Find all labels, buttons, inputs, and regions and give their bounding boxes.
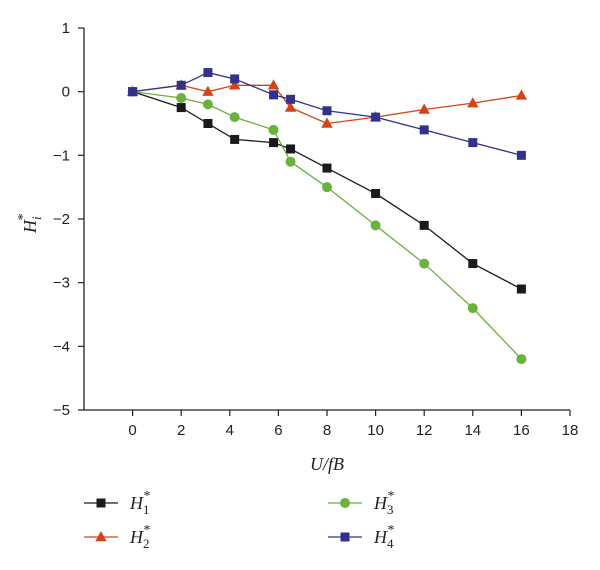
data-point	[418, 103, 430, 114]
data-point	[285, 156, 296, 167]
data-point	[230, 74, 240, 84]
legend-label-sub: 2	[143, 536, 150, 551]
y-tick-label: −2	[53, 211, 70, 228]
legend: H1*H2*H3*H4*	[84, 489, 395, 551]
data-point	[228, 79, 241, 90]
data-point	[229, 112, 240, 123]
data-point	[468, 259, 478, 269]
data-point	[269, 90, 279, 100]
data-point	[419, 258, 430, 269]
y-tick-label: −1	[53, 147, 70, 164]
y-tick-label: −4	[53, 338, 70, 355]
x-axis-title: U/fB	[310, 454, 344, 474]
data-point	[284, 101, 297, 112]
legend-label-sub: 1	[143, 502, 150, 517]
data-point	[515, 89, 528, 100]
legend-label-base: H	[373, 493, 388, 513]
y-tick-label: −3	[53, 275, 70, 292]
data-point	[516, 284, 526, 294]
data-point	[322, 106, 332, 116]
series-layer	[126, 68, 528, 365]
data-point	[269, 138, 279, 148]
data-point	[203, 68, 213, 78]
data-point	[286, 144, 296, 154]
legend-label-base: H	[129, 527, 144, 547]
y-axis-title-base: H	[20, 219, 40, 234]
data-point	[467, 303, 478, 314]
data-point	[322, 163, 332, 173]
y-axis-title: Hi*	[16, 213, 44, 234]
axes	[83, 28, 570, 411]
data-point	[202, 85, 214, 96]
data-point	[230, 134, 240, 144]
legend-label: H1*	[129, 489, 151, 517]
legend-item-4: H4*	[328, 523, 395, 551]
data-point	[516, 150, 526, 160]
data-point	[370, 220, 381, 231]
x-tick-label: 6	[274, 422, 282, 439]
data-point	[467, 97, 479, 108]
legend-marker	[340, 498, 350, 508]
x-tick-label: 8	[323, 422, 331, 439]
legend-label-sup: *	[388, 523, 395, 538]
data-point	[371, 189, 381, 199]
data-point	[468, 138, 478, 148]
legend-marker	[340, 532, 350, 542]
x-tick-label: 0	[128, 422, 136, 439]
legend-marker	[96, 498, 106, 508]
data-point	[516, 354, 527, 365]
x-tick-label: 12	[416, 422, 433, 439]
data-point	[419, 220, 429, 230]
data-point	[268, 124, 279, 135]
legend-label-base: H	[373, 527, 388, 547]
y-axis-title-text: Hi*	[16, 213, 44, 234]
y-tick-label: 0	[62, 84, 70, 101]
data-point	[322, 182, 332, 193]
data-point	[176, 93, 187, 104]
data-point	[419, 125, 429, 135]
legend-label-sup: *	[144, 523, 151, 538]
legend-label: H3*	[373, 489, 395, 517]
data-point	[202, 99, 213, 110]
x-tick-label: 10	[367, 422, 384, 439]
data-point	[176, 103, 186, 113]
series-3	[127, 86, 527, 365]
data-point	[286, 94, 296, 104]
data-point	[176, 80, 186, 90]
data-point	[267, 79, 280, 90]
data-point	[371, 112, 381, 122]
legend-marker	[95, 531, 107, 542]
data-point	[321, 117, 333, 128]
y-tick-label: 1	[62, 20, 70, 37]
series-2	[126, 79, 528, 128]
legend-label-sup: *	[144, 489, 151, 504]
series-line	[132, 91, 522, 360]
legend-label-base: H	[129, 493, 144, 513]
y-axis-title-sub: i	[29, 216, 44, 220]
legend-item-1: H1*	[84, 489, 151, 517]
legend-label: H4*	[373, 523, 395, 551]
x-tick-label: 2	[177, 422, 185, 439]
legend-label-sub: 4	[387, 536, 394, 551]
data-point	[128, 87, 138, 97]
legend-item-2: H2*	[84, 523, 151, 551]
data-point	[203, 119, 213, 128]
legend-item-3: H3*	[328, 489, 395, 517]
x-tick-label: 16	[513, 422, 530, 439]
x-tick-label: 14	[464, 422, 481, 439]
series-4	[128, 68, 526, 160]
y-axis-title-sup: *	[16, 213, 31, 220]
legend-label-sup: *	[388, 489, 395, 504]
legend-label-sub: 3	[387, 502, 394, 517]
x-tick-label: 4	[226, 422, 234, 439]
y-tick-label: −5	[53, 402, 70, 419]
x-tick-label: 18	[562, 422, 579, 439]
legend-label: H2*	[129, 523, 151, 551]
